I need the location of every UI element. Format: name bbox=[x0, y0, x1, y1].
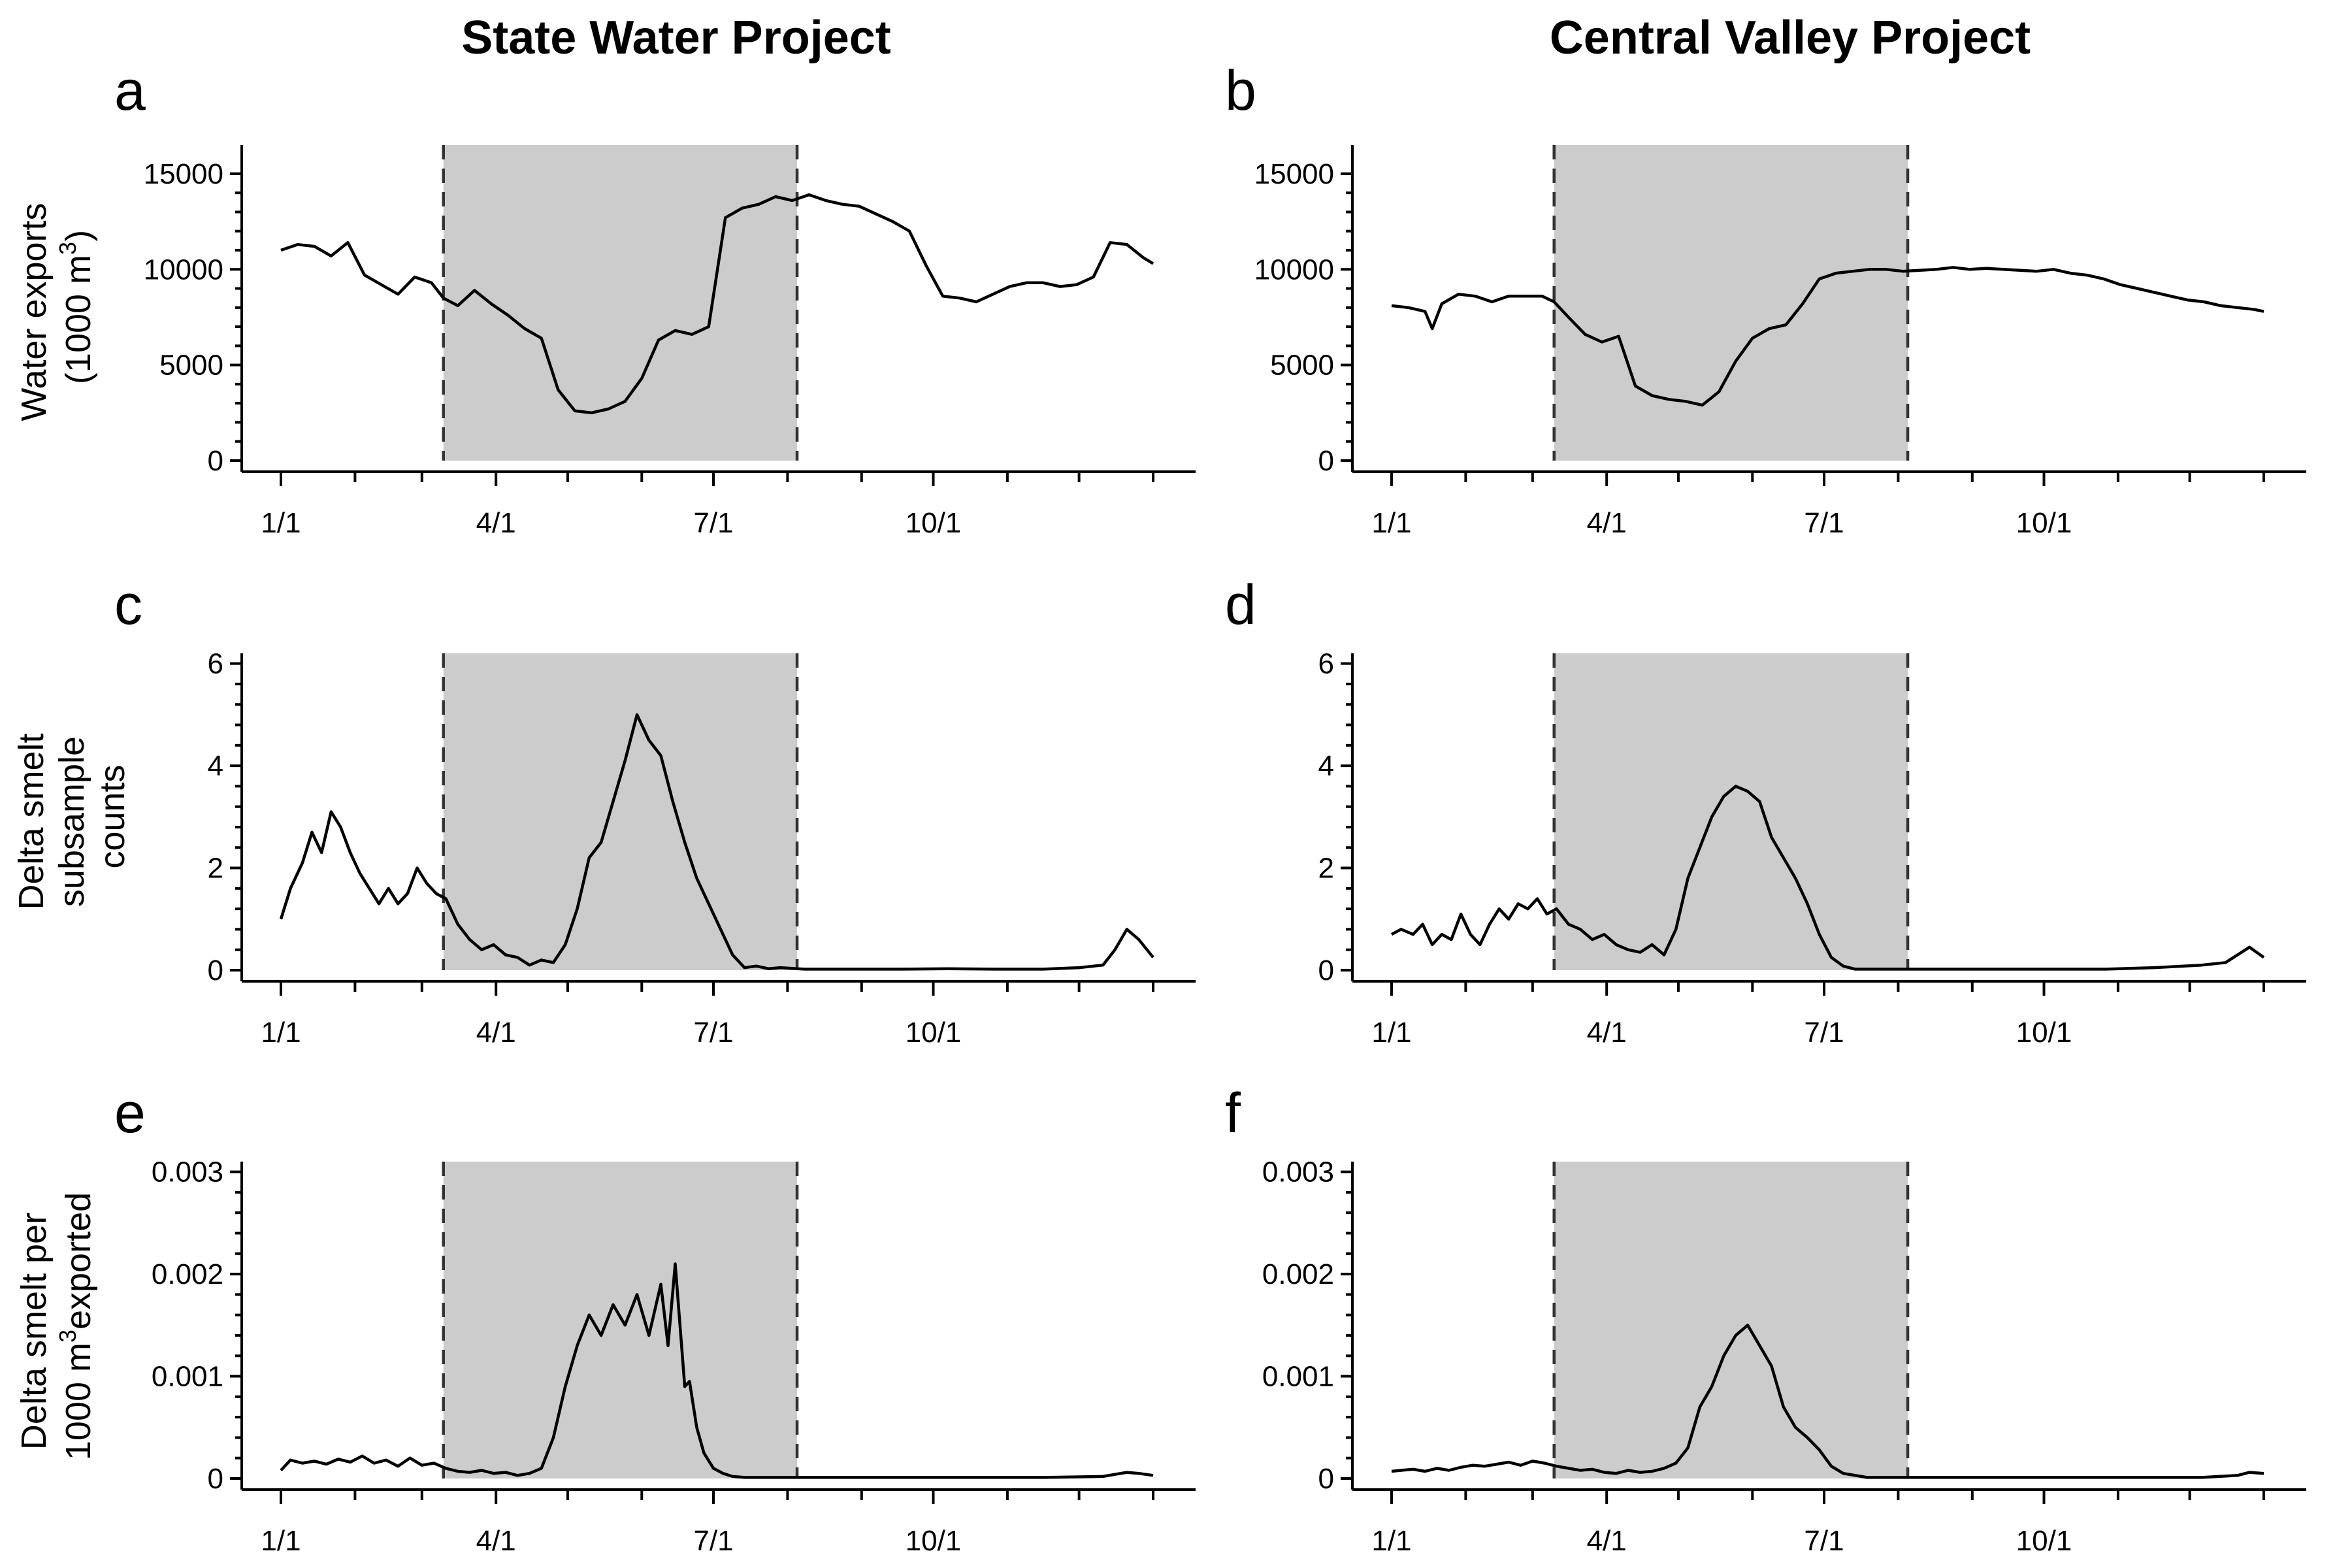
x-tick-label: 1/1 bbox=[1371, 1525, 1411, 1557]
y-tick-label: 0.003 bbox=[152, 1156, 223, 1188]
x-tick-label: 4/1 bbox=[1587, 507, 1627, 539]
panel-e: 0 0.001 0.002 0.003 1/1 4/1 7/1 10/1 e bbox=[114, 1082, 1196, 1557]
y-tick-label: 0 bbox=[1318, 955, 1334, 987]
x-tick-label: 10/1 bbox=[906, 1017, 962, 1049]
panel-letter: c bbox=[114, 574, 142, 636]
panel-letter: e bbox=[114, 1082, 146, 1145]
x-tick-label: 10/1 bbox=[2016, 1017, 2072, 1049]
shaded-period bbox=[1554, 145, 1908, 461]
x-tick-label: 7/1 bbox=[1804, 1525, 1844, 1557]
panel-d: 0 2 4 6 1/1 4/1 7/1 10/1 d bbox=[1225, 574, 2306, 1049]
series-line bbox=[1391, 266, 2264, 407]
y-tick-label: 0 bbox=[1318, 445, 1334, 477]
x-tick-label: 10/1 bbox=[906, 1525, 962, 1557]
panel-b: 0 5000 10000 15000 1/1 4/1 7/1 10/1 b bbox=[1225, 59, 2306, 539]
panel-letter: a bbox=[114, 59, 146, 122]
y-tick-label: 5000 bbox=[159, 350, 223, 382]
x-tick-label: 10/1 bbox=[906, 507, 962, 539]
y-tick-label: 10000 bbox=[144, 253, 223, 286]
y-tick-label: 0 bbox=[1318, 1463, 1334, 1495]
shaded-period bbox=[1554, 653, 1908, 970]
x-tick-label: 1/1 bbox=[1371, 507, 1411, 539]
y-tick-label: 0.001 bbox=[1262, 1361, 1334, 1393]
x-tick-label: 10/1 bbox=[2016, 507, 2072, 539]
panel-c: 0 2 4 6 1/1 4/1 7/1 10/1 c bbox=[114, 574, 1196, 1049]
x-tick-label: 4/1 bbox=[476, 1017, 516, 1049]
series-line bbox=[280, 193, 1154, 415]
y-tick-label: 4 bbox=[1318, 750, 1334, 782]
row-label-per-export: Delta smelt per 1000 m3exported bbox=[14, 1192, 98, 1460]
x-tick-label: 4/1 bbox=[1587, 1017, 1627, 1049]
series-line bbox=[1391, 1324, 2264, 1479]
x-tick-label: 1/1 bbox=[261, 1017, 301, 1049]
x-tick-label: 1/1 bbox=[261, 507, 301, 539]
row-label-counts: Delta smelt subsample counts bbox=[12, 723, 132, 909]
x-tick-label: 4/1 bbox=[1587, 1525, 1627, 1557]
series-line bbox=[280, 1262, 1154, 1479]
panel-letter: d bbox=[1225, 574, 1256, 636]
x-tick-label: 1/1 bbox=[261, 1525, 301, 1557]
y-tick-label: 0.002 bbox=[152, 1258, 223, 1290]
shaded-period bbox=[443, 1162, 798, 1478]
y-tick-label: 2 bbox=[1318, 853, 1334, 885]
y-tick-label: 2 bbox=[208, 853, 223, 885]
panel-f: 0 0.001 0.002 0.003 1/1 4/1 7/1 10/1 f bbox=[1225, 1082, 2306, 1557]
y-tick-label: 15000 bbox=[144, 158, 223, 190]
y-tick-label: 10000 bbox=[1254, 253, 1334, 286]
column-title-swp: State Water Project bbox=[461, 12, 891, 64]
y-tick-label: 0.003 bbox=[1262, 1156, 1334, 1188]
x-tick-label: 7/1 bbox=[693, 1017, 733, 1049]
y-tick-label: 0.002 bbox=[1262, 1258, 1334, 1290]
y-tick-label: 5000 bbox=[1270, 350, 1334, 382]
x-tick-label: 7/1 bbox=[693, 1525, 733, 1557]
y-tick-label: 0 bbox=[208, 955, 223, 987]
panel-a: 0 5000 10000 15000 1/1 4/1 7/1 10/1 a bbox=[114, 59, 1196, 539]
x-tick-label: 7/1 bbox=[693, 507, 733, 539]
shaded-period bbox=[1554, 1162, 1908, 1478]
y-tick-label: 4 bbox=[208, 750, 223, 782]
y-tick-label: 15000 bbox=[1254, 158, 1334, 190]
column-title-cvp: Central Valley Project bbox=[1550, 12, 2031, 64]
row-label-exports: Water exports (1000 m3) bbox=[14, 193, 98, 421]
x-tick-label: 1/1 bbox=[1371, 1017, 1411, 1049]
series-line bbox=[279, 713, 1154, 971]
shaded-period bbox=[443, 145, 798, 461]
panel-letter: f bbox=[1225, 1082, 1241, 1145]
panel-letter: b bbox=[1225, 59, 1256, 122]
x-tick-label: 10/1 bbox=[2016, 1525, 2072, 1557]
y-tick-label: 6 bbox=[1318, 648, 1334, 680]
series-line bbox=[1390, 785, 2265, 971]
x-tick-label: 7/1 bbox=[1804, 507, 1844, 539]
x-tick-label: 7/1 bbox=[1804, 1017, 1844, 1049]
y-tick-label: 6 bbox=[208, 648, 223, 680]
shaded-period bbox=[443, 653, 798, 970]
y-tick-label: 0 bbox=[208, 1463, 223, 1495]
x-tick-label: 4/1 bbox=[476, 507, 516, 539]
y-tick-label: 0.001 bbox=[152, 1361, 223, 1393]
x-tick-label: 4/1 bbox=[476, 1525, 516, 1557]
y-tick-label: 0 bbox=[208, 445, 223, 477]
